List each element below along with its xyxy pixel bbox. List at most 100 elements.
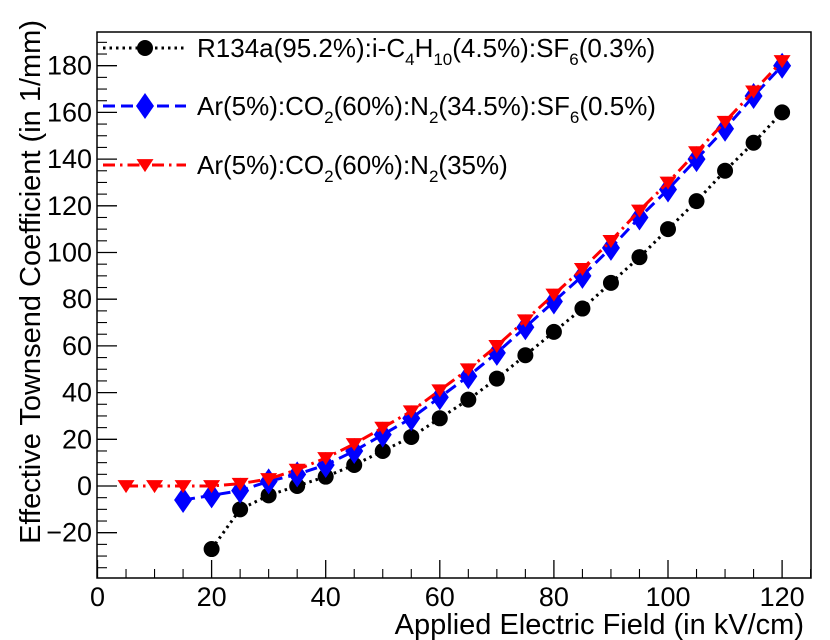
legend-label-part: 2	[324, 167, 333, 186]
data-point	[717, 162, 734, 179]
data-point	[317, 452, 335, 466]
data-point	[459, 363, 477, 377]
data-point	[288, 463, 306, 477]
legend-label-part: (4.5%):SF	[452, 33, 569, 63]
series-layer	[117, 52, 792, 558]
data-point	[545, 288, 563, 302]
legend-entry-3: Ar(5%):CO2(60%):N2(35%)	[103, 150, 508, 186]
legend-marker	[137, 40, 153, 56]
x-tick-label: 60	[425, 582, 455, 612]
data-point	[488, 370, 505, 387]
x-tick-label: 20	[197, 582, 227, 612]
series-3	[117, 55, 791, 494]
data-point	[231, 477, 249, 491]
legend-entry-1: R134a(95.2%):i-C4H10(4.5%):SF6(0.3%)	[103, 33, 655, 69]
legend-label: R134a(95.2%):i-C4H10(4.5%):SF6(0.3%)	[197, 33, 655, 69]
y-tick-label: 80	[62, 284, 92, 314]
y-tick-label: 180	[47, 51, 92, 81]
x-axis-title: Applied Electric Field (in kV/cm)	[395, 609, 804, 640]
data-point	[203, 541, 220, 558]
legend-label-part: (60%):N	[334, 91, 429, 121]
data-point	[232, 501, 249, 518]
data-point	[573, 262, 591, 276]
legend-label-part: (60%):N	[334, 150, 429, 180]
data-point	[260, 473, 278, 487]
data-point	[202, 482, 221, 509]
legend-label-part: (0.5%)	[579, 91, 656, 121]
y-tick-label: 60	[62, 331, 92, 361]
data-point	[117, 480, 135, 494]
y-tick-label: 160	[47, 97, 92, 127]
y-axis-title: Effective Townsend Coefficient (in 1/mm)	[15, 20, 47, 544]
data-point	[631, 249, 648, 266]
y-tick-label: 100	[47, 238, 92, 268]
y-tick-label: −20	[46, 518, 92, 548]
data-point	[630, 204, 648, 218]
data-point	[260, 487, 277, 504]
data-point	[688, 193, 705, 210]
data-point	[431, 410, 448, 427]
legend-label-part: (34.5%):SF	[438, 91, 570, 121]
legend-label: Ar(5%):CO2(60%):N2(35%)	[197, 150, 508, 186]
legend-entry-2: Ar(5%):CO2(60%):N2(34.5%):SF6(0.5%)	[103, 91, 656, 127]
data-point	[146, 480, 164, 494]
data-point	[174, 480, 192, 494]
data-point	[374, 421, 392, 435]
data-point	[517, 347, 534, 364]
data-point	[659, 176, 677, 190]
series-line	[182, 64, 784, 502]
legend-label-part: 2	[429, 108, 438, 127]
data-point	[773, 55, 791, 69]
series-1	[203, 104, 791, 558]
plot-frame	[96, 31, 812, 579]
legend-label-part: 6	[570, 108, 579, 127]
legend-label-part: (0.3%)	[579, 33, 656, 63]
data-point	[374, 442, 391, 459]
series-2	[174, 52, 792, 514]
data-point	[174, 487, 193, 514]
y-tick-label: 120	[47, 191, 92, 221]
legend-marker	[136, 93, 154, 119]
legend-label-part: (35%)	[438, 150, 507, 180]
data-point	[545, 323, 562, 340]
legend: R134a(95.2%):i-C4H10(4.5%):SF6(0.3%)Ar(5…	[103, 33, 656, 186]
data-point	[488, 340, 506, 354]
data-point	[745, 85, 763, 99]
legend-label-part: 6	[569, 50, 578, 69]
data-point	[402, 405, 420, 419]
data-point	[516, 314, 534, 328]
data-point	[574, 300, 591, 317]
legend-marker	[136, 159, 154, 173]
y-tick-label: 40	[62, 378, 92, 408]
y-tick-label: 20	[62, 424, 92, 454]
data-point	[688, 146, 706, 160]
x-tick-label: 100	[645, 582, 690, 612]
axis-ticks: 0 20 40 60 80 100 120 −20 0 20 40 60 80 100 120 140 160 1…	[46, 41, 812, 612]
data-point	[431, 384, 449, 398]
legend-label-part: Ar(5%):CO	[197, 91, 324, 121]
legend-label: Ar(5%):CO2(60%):N2(34.5%):SF6(0.5%)	[197, 91, 656, 127]
legend-label-part: 2	[429, 167, 438, 186]
data-point	[660, 221, 676, 238]
data-point	[602, 274, 619, 291]
x-tick-label: 0	[90, 582, 105, 612]
legend-label-part: Ar(5%):CO	[197, 150, 324, 180]
legend-label-part: H	[415, 33, 434, 63]
data-point	[460, 391, 477, 408]
data-point	[403, 428, 420, 445]
data-point	[346, 456, 363, 473]
data-point	[602, 234, 620, 248]
y-tick-label: 0	[77, 471, 92, 501]
legend-label-part: R134a(95.2%):i-C	[197, 33, 405, 63]
x-tick-label: 40	[311, 582, 341, 612]
legend-label-part: 4	[405, 50, 414, 69]
data-point	[203, 480, 221, 494]
y-tick-label: 140	[47, 144, 92, 174]
legend-label-part: 10	[433, 50, 452, 69]
data-point	[774, 104, 791, 121]
data-point	[716, 115, 734, 129]
data-point	[745, 134, 762, 151]
series-line	[126, 60, 784, 488]
legend-label-part: 2	[324, 108, 333, 127]
